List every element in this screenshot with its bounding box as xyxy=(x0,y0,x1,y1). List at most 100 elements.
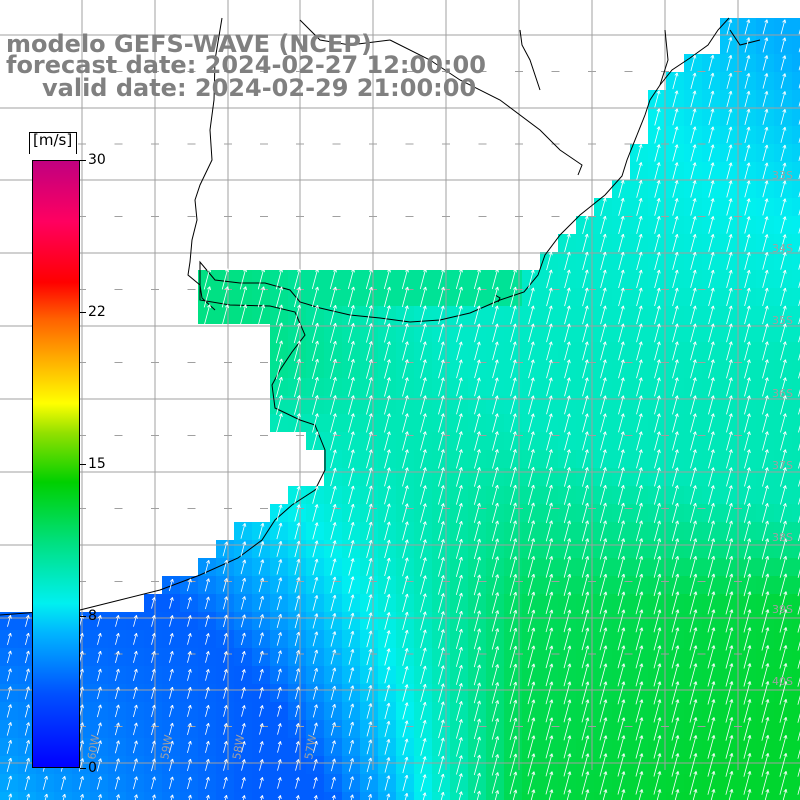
wind-speed-cell xyxy=(792,702,800,720)
wind-speed-cell xyxy=(450,792,468,800)
wind-speed-cell xyxy=(792,576,800,594)
wind-speed-cell xyxy=(774,792,792,800)
wind-speed-cell xyxy=(576,792,594,800)
wind-speed-cell xyxy=(792,396,800,414)
wind-arrow xyxy=(744,90,751,107)
wind-speed-cell xyxy=(324,792,342,800)
wind-vectors xyxy=(6,19,800,800)
wind-arrow xyxy=(744,234,751,252)
wind-arrow xyxy=(564,233,571,253)
wind-arrow xyxy=(744,144,751,162)
wind-speed-cell xyxy=(792,612,800,630)
wind-arrow xyxy=(780,198,787,216)
wind-speed-cell xyxy=(612,792,630,800)
colorbar-tick xyxy=(80,160,86,161)
wind-speed-cell xyxy=(684,792,702,800)
wind-arrow xyxy=(690,162,697,180)
wind-speed-cell xyxy=(792,666,800,684)
wind-arrow xyxy=(726,90,733,108)
wind-arrow xyxy=(744,251,751,270)
wind-speed-cell xyxy=(252,792,270,800)
wind-arrow xyxy=(690,72,697,90)
wind-arrow xyxy=(762,37,769,53)
lagoon-line xyxy=(659,29,669,86)
wind-speed-cell xyxy=(792,162,800,180)
wind-arrow xyxy=(762,180,769,198)
wind-arrow xyxy=(762,198,769,216)
lat-label: 40S xyxy=(772,675,793,688)
wind-arrow xyxy=(744,198,751,216)
border-line xyxy=(389,39,583,176)
wind-speed-cell xyxy=(792,558,800,576)
wind-arrow xyxy=(780,126,787,143)
wind-speed-cell xyxy=(666,792,684,800)
wind-arrow xyxy=(744,73,751,89)
lat-label: 34S xyxy=(772,242,793,255)
wind-speed-cell xyxy=(792,594,800,612)
wind-speed-cell xyxy=(792,432,800,450)
wind-arrow xyxy=(690,54,697,72)
wind-arrow xyxy=(744,55,751,71)
wind-speed-cell xyxy=(792,720,800,738)
lat-label: 39S xyxy=(772,603,793,616)
wind-arrow xyxy=(672,251,679,270)
wind-speed-cell xyxy=(792,54,800,72)
wind-arrow xyxy=(636,251,643,271)
wind-arrow xyxy=(329,268,337,290)
colorbar-tick xyxy=(80,616,86,617)
wind-arrow xyxy=(708,144,715,162)
colorbar-label: 15 xyxy=(88,456,106,472)
wind-arrow xyxy=(618,197,625,216)
wind-speed-cell xyxy=(792,108,800,126)
wind-arrow xyxy=(708,54,715,71)
wind-arrow xyxy=(762,252,769,270)
wind-speed-cell xyxy=(432,792,450,800)
wind-speed-cell xyxy=(792,486,800,504)
wind-arrow xyxy=(690,144,697,162)
wind-speed-cell xyxy=(702,792,720,800)
wind-arrow xyxy=(798,245,800,252)
wind-arrow xyxy=(708,251,715,270)
wind-speed-cell xyxy=(648,792,666,800)
border-line xyxy=(299,19,391,46)
wind-arrow xyxy=(744,180,751,198)
coastline xyxy=(0,17,761,616)
wind-arrow xyxy=(564,251,571,271)
wind-arrow xyxy=(546,251,553,271)
wind-arrow xyxy=(744,126,751,144)
wind-arrow xyxy=(780,216,787,234)
wind-arrow xyxy=(762,55,769,71)
wind-arrow xyxy=(726,126,733,144)
wind-arrow xyxy=(762,108,769,125)
wind-speed-cell xyxy=(414,792,432,800)
wind-speed-cell xyxy=(504,792,522,800)
wind-arrow xyxy=(708,90,715,108)
wind-arrow xyxy=(654,215,661,234)
lagoon-line xyxy=(729,29,761,46)
wind-arrow xyxy=(672,72,679,90)
wind-speed-cell xyxy=(792,414,800,432)
colorbar-tick xyxy=(80,768,86,769)
colorbar-label: 8 xyxy=(88,608,97,624)
lat-lon-grid xyxy=(0,0,800,770)
wind-arrow xyxy=(672,90,679,108)
wind-arrow xyxy=(600,251,607,271)
wind-arrow xyxy=(762,162,769,180)
wind-arrow xyxy=(726,108,733,126)
wind-arrow xyxy=(654,251,661,270)
wind-arrow xyxy=(221,268,229,290)
wind-speed-cell xyxy=(792,360,800,378)
wind-speed-cell xyxy=(792,216,800,234)
wind-arrow xyxy=(636,144,643,162)
wind-arrow xyxy=(257,268,265,290)
wind-speed-cell xyxy=(792,630,800,648)
wind-speed-cell xyxy=(486,792,504,800)
wind-arrow xyxy=(708,180,715,198)
wind-speed-cell xyxy=(396,792,414,800)
wind-speed-cell xyxy=(306,792,324,800)
wind-speed-cell xyxy=(792,774,800,792)
colorbar-unit: [m/s] xyxy=(33,131,73,149)
wind-speed-cell xyxy=(792,684,800,702)
wind-arrow xyxy=(744,216,751,234)
